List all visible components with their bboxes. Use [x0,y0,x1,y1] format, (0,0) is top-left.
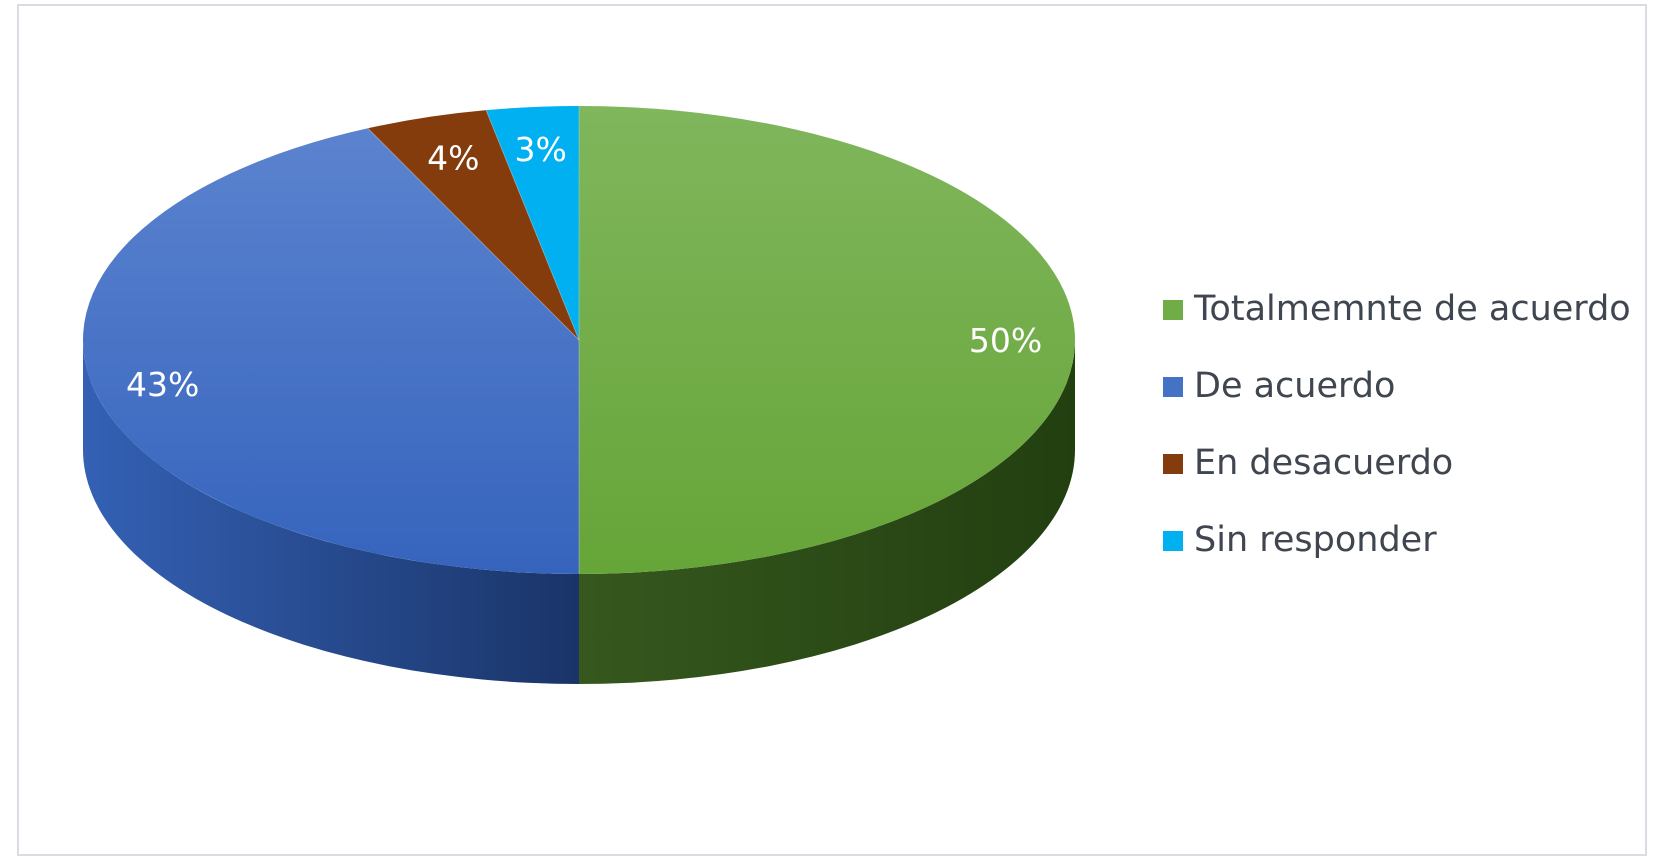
data-label: 43% [126,365,199,404]
slice-totalmente-de-acuerdo [579,106,1075,574]
data-label: 3% [515,130,567,169]
legend-item-sin-responder: Sin responder [1163,517,1633,594]
data-label: 4% [427,139,479,178]
legend-swatch [1163,454,1183,474]
legend-item-totalmente-de-acuerdo: Totalmemnte de acuerdo [1163,286,1633,363]
slice-sin-responder [486,106,579,340]
slice-en-desacuerdo [367,110,579,341]
slice-divider [367,127,580,341]
legend-swatch [1163,377,1183,397]
slice-de-acuerdo [82,128,579,574]
legend-item-en-desacuerdo: En desacuerdo [1163,440,1633,517]
legend-swatch [1163,300,1183,320]
slice-divider [485,109,580,341]
legend-label: De acuerdo [1194,366,1396,406]
legend-label: Totalmemnte de acuerdo [1194,289,1631,329]
slice-de-acuerdo-side [83,340,579,684]
data-label: 50% [969,321,1042,360]
legend-item-de-acuerdo: De acuerdo [1163,363,1633,440]
legend-label: En desacuerdo [1194,443,1454,483]
slice-totalmente-de-acuerdo-side [579,340,1075,684]
legend: Totalmemnte de acuerdo De acuerdo En des… [1163,286,1633,594]
legend-label: Sin responder [1194,520,1437,560]
legend-swatch [1163,531,1183,551]
